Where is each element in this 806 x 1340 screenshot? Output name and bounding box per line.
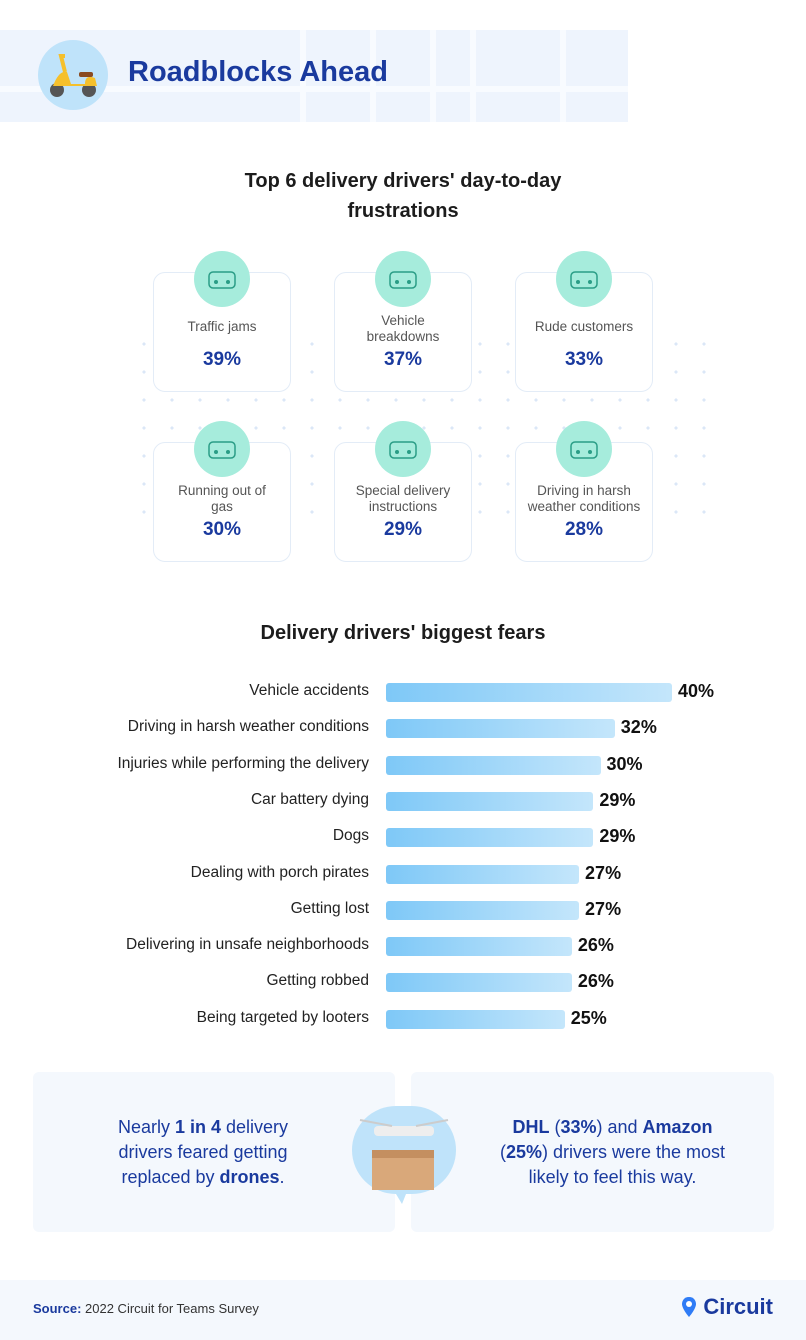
scooter-logo-icon bbox=[38, 40, 108, 110]
category-label: Getting lost bbox=[290, 899, 369, 917]
frustration-card: Rude customers 33% bbox=[515, 251, 653, 392]
bar bbox=[386, 937, 572, 957]
frustration-value: 39% bbox=[202, 349, 242, 370]
chart-row: Getting robbed 26% bbox=[0, 971, 806, 993]
speech-bubble-icon bbox=[556, 251, 612, 307]
chart-row: Getting lost 27% bbox=[0, 899, 806, 921]
frustration-value: 30% bbox=[202, 519, 242, 540]
frustrations-title-line2: frustrations bbox=[347, 200, 459, 222]
bar bbox=[386, 683, 672, 702]
chart-row: Dogs 29% bbox=[0, 826, 806, 848]
route-pin-icon bbox=[375, 421, 431, 477]
chart-row: Dealing with porch pirates 27% bbox=[0, 863, 806, 885]
category-label: Vehicle accidents bbox=[249, 682, 369, 699]
frustrations-title-line1: Top 6 delivery drivers' day-to-day bbox=[244, 170, 562, 192]
category-label: Driving in harsh weather conditions bbox=[127, 718, 369, 736]
circuit-logo: Circuit bbox=[681, 1294, 773, 1320]
drone-package-icon bbox=[352, 1106, 456, 1204]
source-note: Source: 2022 Circuit for Teams Survey bbox=[33, 1301, 259, 1316]
value-label: 27% bbox=[585, 862, 622, 883]
category-label: Being targeted by looters bbox=[196, 1008, 369, 1026]
frustration-value: 37% bbox=[383, 349, 423, 370]
cars-icon bbox=[194, 251, 250, 307]
bar bbox=[386, 755, 601, 775]
category-label: Delivering in unsafe neighborhoods bbox=[126, 936, 369, 954]
bar bbox=[386, 1009, 565, 1029]
chart-row: Vehicle accidents 40% bbox=[0, 681, 806, 703]
frustration-value: 33% bbox=[564, 349, 604, 370]
frustration-label: Running out of gas bbox=[178, 483, 266, 514]
frustration-label: Driving in harsh weather conditions bbox=[527, 483, 641, 514]
value-label: 26% bbox=[577, 935, 614, 956]
wrench-scooter-icon bbox=[375, 251, 431, 307]
map-pin-icon bbox=[682, 1297, 697, 1317]
bar bbox=[386, 719, 615, 739]
category-label: Car battery dying bbox=[250, 790, 369, 808]
category-label: Dealing with porch pirates bbox=[190, 863, 369, 881]
bar bbox=[386, 973, 572, 993]
frustration-label: Vehicle breakdowns bbox=[366, 313, 440, 344]
frustration-card: Special delivery instructions 29% bbox=[334, 421, 472, 562]
gas-pump-icon bbox=[194, 421, 250, 477]
chart-row: Injuries while performing the delivery 3… bbox=[0, 754, 806, 776]
chart-row: Being targeted by looters 25% bbox=[0, 1008, 806, 1030]
drones-stat-box: Nearly 1 in 4 delivery drivers feared ge… bbox=[33, 1072, 395, 1232]
frustration-card: Traffic jams 39% bbox=[153, 251, 291, 392]
bar bbox=[386, 864, 580, 884]
chart-row: Delivering in unsafe neighborhoods 26% bbox=[0, 935, 806, 957]
chart-row: Driving in harsh weather conditions 32% bbox=[0, 717, 806, 739]
value-label: 27% bbox=[585, 898, 622, 919]
value-label: 40% bbox=[678, 681, 715, 701]
value-label: 29% bbox=[599, 826, 636, 847]
fears-chart-title: Delivery drivers' biggest fears bbox=[260, 622, 546, 644]
bar bbox=[386, 900, 580, 920]
weather-scooter-icon bbox=[556, 421, 612, 477]
page-title: Roadblocks Ahead bbox=[128, 56, 388, 88]
value-label: 32% bbox=[620, 717, 657, 738]
frustrations-title: Top 6 delivery drivers' day-to-day frust… bbox=[0, 166, 806, 226]
frustration-card: Running out of gas 30% bbox=[153, 421, 291, 562]
frustration-label: Special delivery instructions bbox=[355, 483, 451, 514]
bar bbox=[386, 791, 594, 811]
value-label: 25% bbox=[570, 1007, 607, 1028]
frustration-value: 29% bbox=[383, 519, 423, 540]
value-label: 30% bbox=[606, 753, 643, 774]
category-label: Dogs bbox=[332, 827, 369, 845]
category-label: Getting robbed bbox=[266, 972, 369, 990]
category-label: Injuries while performing the delivery bbox=[117, 754, 369, 772]
frustration-value: 28% bbox=[564, 519, 604, 540]
chart-row: Car battery dying 29% bbox=[0, 790, 806, 812]
value-label: 29% bbox=[599, 789, 636, 810]
drones-brand-box: DHL (33%) and Amazon (25%) drivers were … bbox=[411, 1072, 774, 1232]
frustration-label: Traffic jams bbox=[187, 319, 257, 334]
bar bbox=[386, 828, 594, 848]
value-label: 26% bbox=[577, 971, 614, 992]
frustration-card: Driving in harsh weather conditions 28% bbox=[515, 421, 653, 562]
frustration-card: Vehicle breakdowns 37% bbox=[334, 251, 472, 392]
frustration-label: Rude customers bbox=[534, 319, 634, 334]
footer: Source: 2022 Circuit for Teams Survey Ci… bbox=[0, 1280, 806, 1340]
